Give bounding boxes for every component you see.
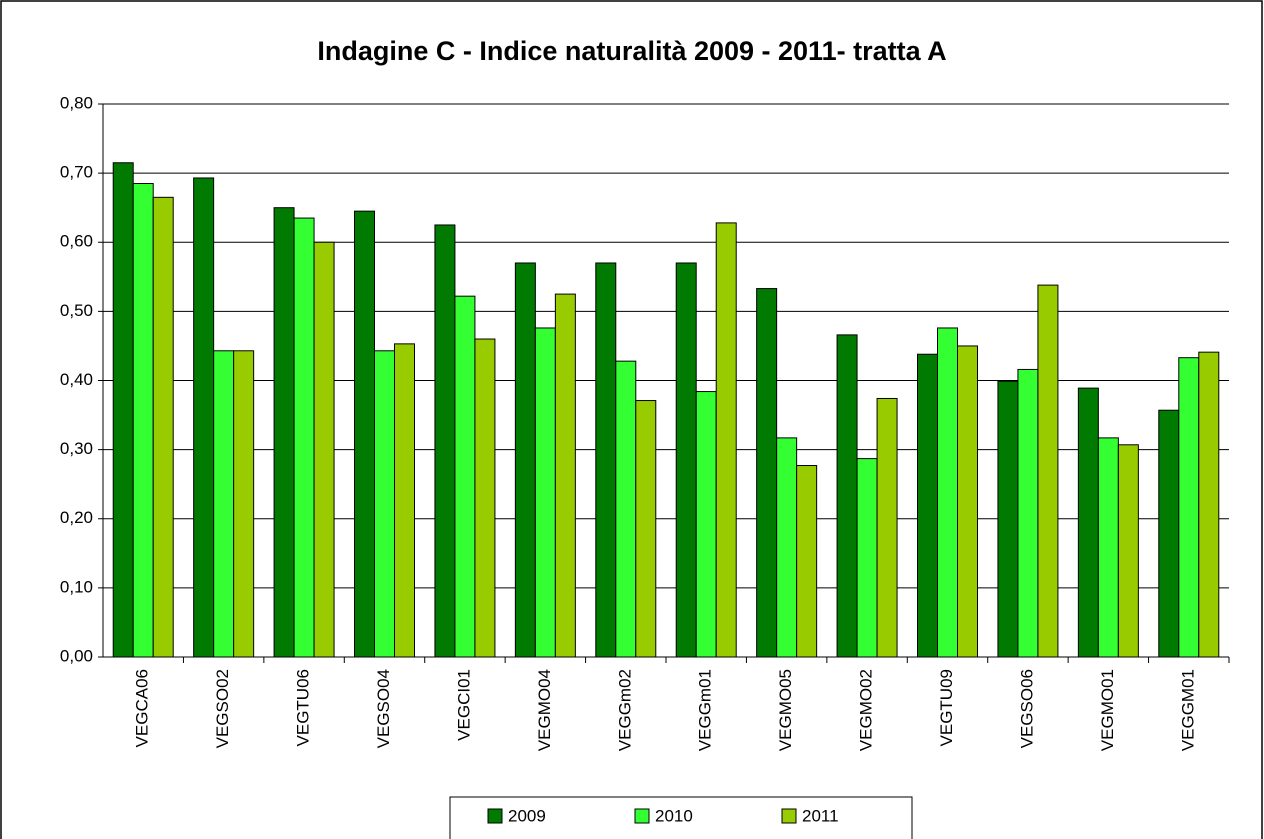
bar	[434, 224, 456, 658]
bar	[474, 338, 496, 658]
y-tick-label: 0,50	[60, 301, 93, 320]
y-tick-label: 0,20	[60, 508, 93, 527]
bar	[534, 327, 556, 658]
legend-box	[449, 796, 913, 839]
bar	[715, 222, 737, 658]
x-tick-label: VEGCI01	[454, 669, 473, 741]
bar	[1037, 284, 1059, 658]
bar	[1017, 368, 1039, 658]
y-tick-label: 0,40	[60, 370, 93, 389]
x-tick-label: VEGMO04	[535, 669, 554, 751]
bar	[112, 162, 134, 658]
bar	[193, 177, 215, 658]
bar	[1198, 351, 1220, 658]
bar	[394, 343, 415, 658]
legend-swatch	[634, 808, 650, 824]
bar	[1158, 409, 1180, 658]
bar	[152, 196, 174, 658]
x-tick-label: VEGGm01	[696, 669, 715, 751]
bar	[595, 262, 617, 658]
bar	[957, 345, 978, 658]
bar	[796, 465, 818, 658]
bar	[756, 288, 778, 658]
bar	[213, 350, 235, 658]
bar	[635, 400, 657, 658]
bar	[836, 334, 858, 658]
y-tick-label: 0,70	[60, 163, 93, 182]
x-tick-label: VEGMO05	[776, 669, 795, 751]
bar	[997, 380, 1019, 658]
y-tick-label: 0,60	[60, 232, 93, 251]
bar	[374, 350, 395, 658]
x-tick-label: VEGSO04	[374, 669, 393, 748]
x-tick-label: VEGMO02	[857, 669, 876, 751]
bar	[132, 182, 154, 658]
bar	[675, 262, 697, 658]
y-tick-label: 0,10	[60, 577, 93, 596]
bar	[856, 458, 878, 658]
bar	[937, 327, 958, 658]
x-tick-label: VEGMO01	[1098, 669, 1117, 751]
x-tick-label: VEGGM01	[1178, 669, 1197, 751]
bar	[876, 397, 898, 658]
x-tick-label: VEGTU06	[294, 669, 313, 746]
x-tick-label: VEGTU09	[937, 669, 956, 746]
y-tick-label: 0,00	[60, 646, 93, 665]
bar	[615, 360, 637, 658]
bar	[354, 210, 375, 658]
bar	[554, 293, 576, 658]
bar	[233, 350, 255, 658]
bar	[454, 295, 476, 658]
x-tick-label: VEGGm02	[615, 669, 634, 751]
bar	[917, 353, 938, 658]
x-tick-label: VEGSO02	[213, 669, 232, 748]
bar	[1178, 357, 1200, 658]
x-tick-label: VEGCA06	[133, 669, 152, 747]
legend-label: 2009	[508, 806, 546, 825]
bar	[776, 437, 798, 658]
bar	[273, 207, 295, 658]
y-tick-label: 0,30	[60, 439, 93, 458]
bar	[1117, 444, 1139, 658]
y-tick-label: 0,80	[60, 93, 93, 112]
bar	[1077, 387, 1099, 658]
bar	[1097, 437, 1119, 658]
bar	[313, 241, 335, 658]
bar	[695, 391, 717, 658]
legend-label: 2010	[655, 806, 693, 825]
chart-title: Indagine C - Indice naturalità 2009 - 20…	[317, 36, 946, 66]
legend-label: 2011	[802, 806, 839, 825]
bar	[514, 262, 536, 658]
x-tick-label: VEGSO06	[1017, 669, 1036, 748]
bar	[293, 217, 315, 658]
legend-swatch	[781, 808, 797, 824]
legend-swatch	[487, 808, 503, 824]
